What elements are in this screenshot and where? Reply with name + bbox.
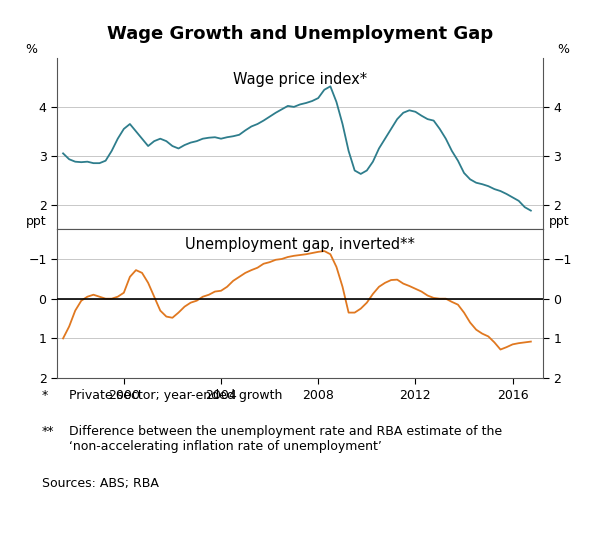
Text: Private sector; year-ended growth: Private sector; year-ended growth — [69, 389, 283, 402]
Text: *: * — [42, 389, 48, 402]
Text: Difference between the unemployment rate and RBA estimate of the
‘non-accelerati: Difference between the unemployment rate… — [69, 425, 502, 453]
Text: Sources: ABS; RBA: Sources: ABS; RBA — [42, 477, 159, 491]
Text: Unemployment gap, inverted**: Unemployment gap, inverted** — [185, 237, 415, 252]
Text: Wage price index*: Wage price index* — [233, 72, 367, 87]
Text: ppt: ppt — [25, 215, 46, 228]
Text: **: ** — [42, 425, 55, 438]
Text: %: % — [558, 43, 570, 56]
Text: Wage Growth and Unemployment Gap: Wage Growth and Unemployment Gap — [107, 25, 493, 43]
Text: %: % — [25, 43, 37, 56]
Text: ppt: ppt — [549, 215, 570, 228]
